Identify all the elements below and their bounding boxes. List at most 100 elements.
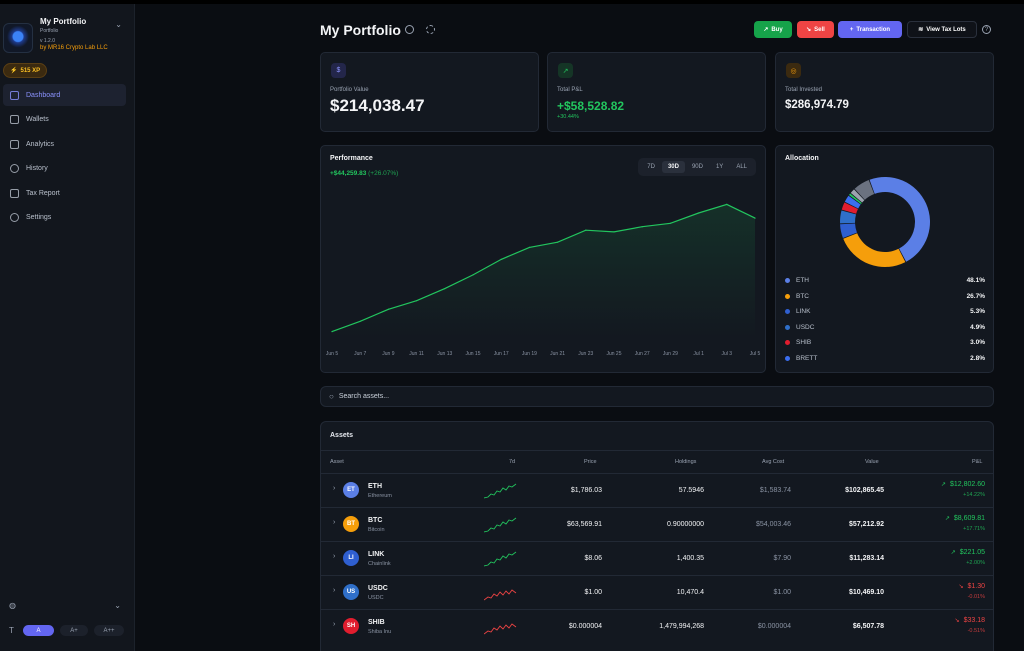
asset-pnl-value: $221.05 [959,549,985,556]
text-size-icon: T [9,626,14,635]
performance-change: +$44,259.83 (+26.07%) [330,170,398,177]
performance-change-percent: (+26.07%) [368,170,399,177]
allocation-title: Allocation [785,155,819,162]
total-pnl-percent: +30.44% [557,114,579,120]
performance-area [332,204,755,338]
range-1y[interactable]: 1Y [715,164,724,170]
column-header-pnl[interactable]: P&L [972,459,983,465]
sidebar-item-settings[interactable]: Settings [3,207,126,229]
data-point [500,258,502,261]
sidebar-item-history[interactable]: History [3,158,126,180]
table-row[interactable]: › BT BTC Bitcoin $63,569.91 0.90000000 $… [321,507,993,541]
table-row[interactable]: › SH SHIB Shiba Inu $0.000004 1,479,994,… [321,609,993,643]
table-row[interactable]: › ET ETH Ethereum $1,786.03 57.5946 $1,5… [321,473,993,507]
font-size-xlarge-button[interactable]: A++ [94,625,124,636]
chevron-right-icon[interactable]: › [333,519,336,526]
asset-symbol: ETH [368,483,382,490]
asset-avg-cost: $1,583.74 [759,487,791,494]
asset-holdings: 57.5946 [678,487,704,494]
column-header-price[interactable]: Price [584,459,597,465]
app-logo [3,23,33,53]
trend-up-icon: ↗ [944,516,950,522]
asset-avg-cost: $54,003.46 [755,521,791,528]
brand-header[interactable]: My Portfolio Portfolio v 1.2.0 by MR16 C… [0,4,134,60]
legend-dot [785,356,790,361]
transaction-button[interactable]: + Transaction [838,21,902,38]
assets-title: Assets [330,432,353,439]
asset-value: $10,469.10 [848,589,884,596]
asset-pnl: ↗ $12,802.60 [941,481,985,488]
asset-name: Chainlink [368,561,391,567]
sidebar-item-wallets[interactable]: Wallets [3,109,126,131]
refresh-icon[interactable] [426,25,435,34]
column-header-7d[interactable]: 7d [509,459,516,465]
asset-price: $0.000004 [568,623,602,630]
range-all[interactable]: ALL [736,164,747,170]
donut-slice-other [850,189,865,203]
xp-badge: ⚡ 515 XP [3,63,48,78]
performance-line [331,203,756,333]
legend-percent: 4.9% [970,323,985,331]
asset-value: $11,283.14 [849,555,884,562]
asset-holdings: 1,400.35 [676,555,704,562]
donut-slice-shib [841,202,858,214]
sidebar-item-dashboard[interactable]: Dashboard [3,84,126,106]
data-point [528,246,530,248]
dollar-icon: $ [331,63,346,78]
legend-label: SHIB [796,339,812,347]
data-point [387,308,389,310]
table-row[interactable]: › LI LINK Chainlink $8.06 1,400.35 $7.90… [321,541,993,575]
sidebar-item-analytics[interactable]: Analytics [3,133,126,155]
stat-label: Total Invested [785,87,823,93]
asset-price: $1.00 [584,589,602,596]
search-input[interactable]: Search assets... [338,393,390,400]
asset-symbol: SHIB [368,619,385,626]
version-label: v 1.2.0 [40,38,56,44]
range-90d[interactable]: 90D [691,164,703,170]
performance-title: Performance [330,155,373,162]
asset-badge: ET [343,482,359,498]
company-label: by MR16 Crypto Lab LLC [40,45,108,51]
theme-selector[interactable]: ◍ ⌄ [9,601,121,610]
sidebar-item-tax-report[interactable]: Tax Report [3,182,126,204]
legend-item-usdc: USDC 4.9% [785,324,985,331]
font-size-large-button[interactable]: A+ [60,625,88,636]
column-header-asset[interactable]: Asset [330,459,344,465]
document-icon [10,188,19,198]
view-tax-lots-button[interactable]: ≋ View Tax Lots [907,21,977,38]
chevron-right-icon[interactable]: › [333,587,336,594]
data-point [641,226,643,228]
range-7d[interactable]: 7D [647,164,655,170]
chevron-right-icon[interactable]: › [333,553,336,560]
palette-icon: ◍ [9,601,16,610]
info-icon[interactable] [405,25,414,34]
donut-slice-brett [844,195,861,209]
legend-percent: 5.3% [970,308,985,316]
asset-holdings: 1,479,994,268 [659,623,704,630]
sidebar-item-label: Wallets [26,116,49,123]
buy-button[interactable]: ↗ Buy [754,21,792,38]
column-header-avg-cost[interactable]: Avg Cost [762,459,785,465]
x-tick-label: Jun 17 [494,351,509,357]
stat-label: Total P&L [557,87,583,93]
column-header-holdings[interactable]: Holdings [675,459,697,465]
column-header-value[interactable]: Value [865,459,879,465]
total-invested-value: $286,974.79 [785,99,849,111]
help-icon[interactable]: ? [982,25,991,34]
x-tick-label: Jun 25 [606,351,621,357]
chevron-right-icon[interactable]: › [333,621,336,628]
chevron-down-icon[interactable]: ⌄ [115,20,122,29]
brand-subtitle: Portfolio [40,28,59,34]
asset-pnl-percent: +2.00% [966,560,985,566]
chevron-right-icon[interactable]: › [333,485,336,492]
table-row[interactable]: › US USDC USDC $1.00 10,470.4 $1.00 $10,… [321,575,993,609]
sell-button[interactable]: ↘ Sell [797,21,834,38]
window-top-strip [0,0,1024,4]
asset-pnl-value: $1.30 [967,583,985,590]
sparkline-7d [484,623,517,635]
range-30d[interactable]: 30D [661,161,685,173]
font-size-normal-button[interactable]: A [23,625,54,636]
asset-name: Shiba Inu [368,629,392,635]
search-bar[interactable]: ○ Search assets... [320,386,994,407]
total-invested-card: ◎ Total Invested $286,974.79 [775,52,994,132]
